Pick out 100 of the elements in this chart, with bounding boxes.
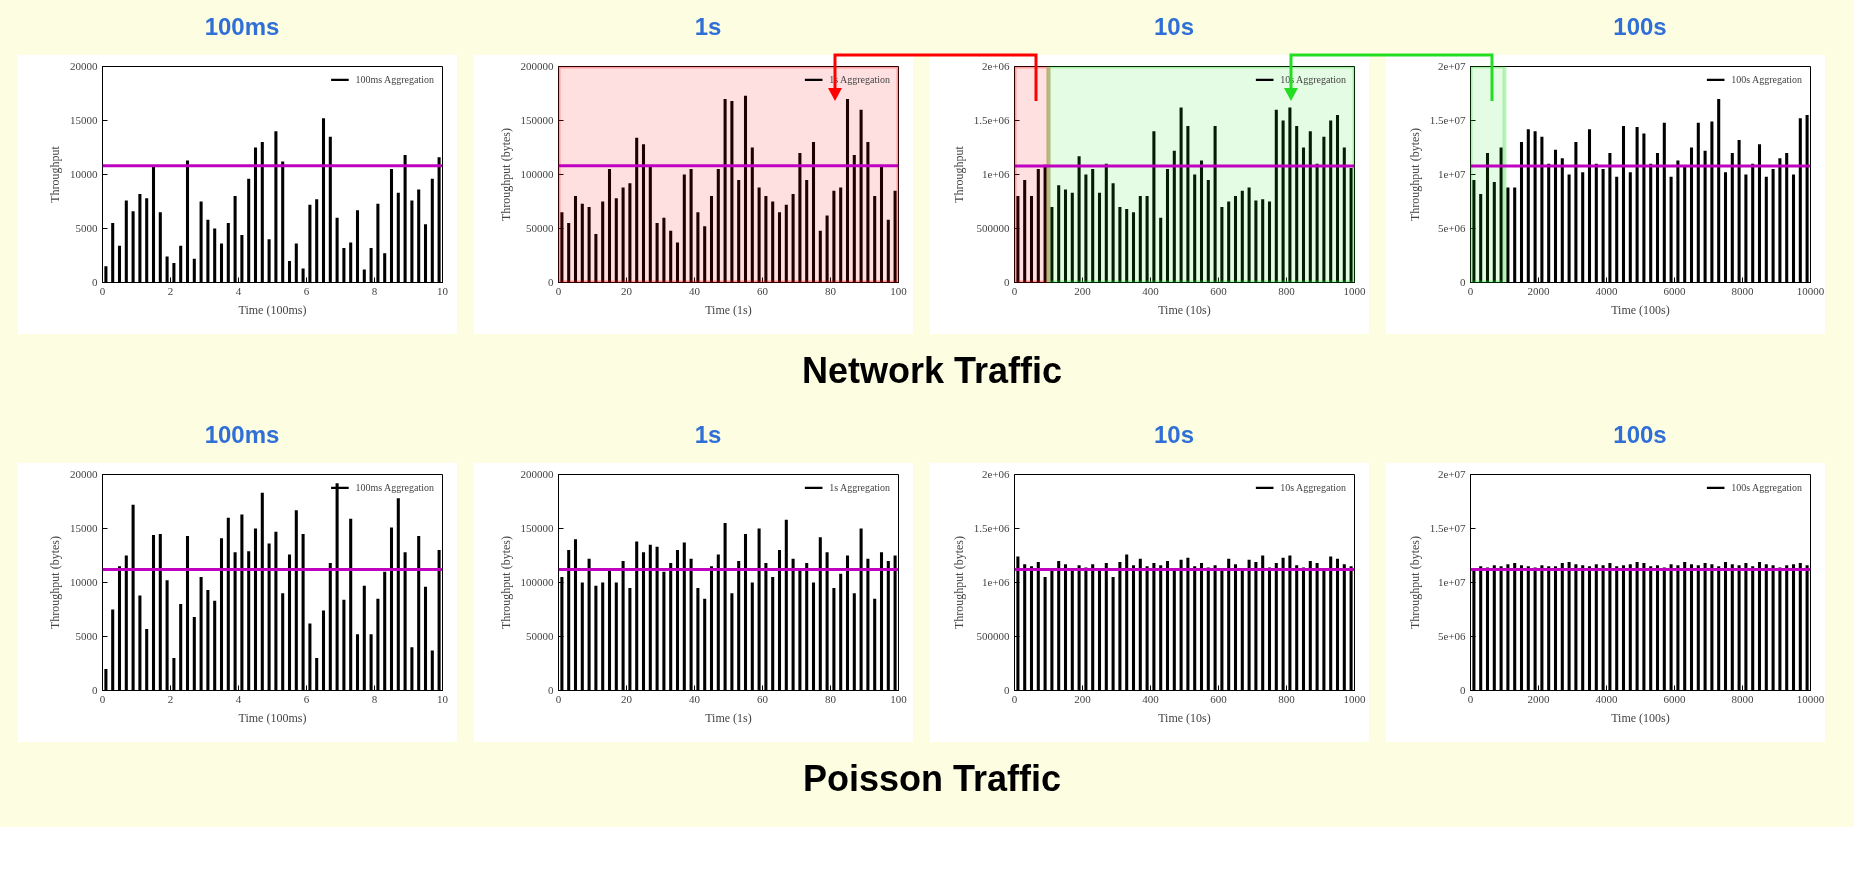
y-axis-title: Throughput	[48, 145, 62, 203]
bar	[743, 533, 748, 691]
bar	[791, 558, 795, 691]
bar	[355, 634, 360, 691]
bar	[798, 152, 802, 283]
bar	[410, 200, 414, 283]
bar	[185, 160, 190, 283]
bar	[1492, 182, 1496, 283]
bar	[274, 531, 278, 691]
bar	[771, 577, 775, 691]
x-tick-label: 2000	[1527, 692, 1550, 705]
bar	[1764, 176, 1768, 283]
bar	[573, 539, 578, 691]
bar	[805, 179, 809, 283]
bar	[1254, 200, 1258, 283]
bar	[267, 239, 271, 283]
bar	[1553, 149, 1558, 283]
y-axis-title: Throughput (bytes)	[951, 536, 966, 629]
bar	[389, 527, 394, 691]
y-tick-label: 0	[92, 684, 98, 696]
bar	[226, 223, 230, 283]
bar	[1567, 174, 1571, 283]
bar	[1696, 122, 1700, 283]
y-tick-label: 150000	[520, 522, 554, 534]
bar	[784, 204, 788, 283]
bar	[1111, 183, 1115, 283]
bar	[1138, 196, 1142, 283]
bar	[206, 590, 210, 691]
bar	[1308, 131, 1312, 283]
y-tick-label: 2e+06	[981, 468, 1010, 480]
bar	[594, 585, 598, 691]
bar	[1097, 192, 1102, 283]
bar	[1342, 147, 1346, 283]
bar	[1329, 120, 1333, 283]
bar	[567, 223, 571, 283]
x-tick-label: 400	[1142, 284, 1160, 297]
bar	[573, 196, 578, 283]
bar	[1199, 160, 1204, 283]
bar	[281, 593, 285, 691]
bar	[1029, 196, 1034, 283]
bar	[594, 233, 598, 283]
y-tick-label: 1e+06	[981, 168, 1010, 180]
bar	[362, 585, 366, 691]
bar	[423, 586, 428, 691]
bar	[587, 558, 591, 691]
y-tick-label: 150000	[520, 114, 554, 126]
bar	[1683, 165, 1687, 283]
x-tick-label: 4	[235, 692, 242, 705]
y-tick-label: 1.5e+06	[973, 114, 1010, 126]
bar	[1649, 163, 1653, 283]
bar	[117, 245, 122, 283]
bar	[1615, 176, 1619, 283]
bar	[1104, 163, 1108, 283]
x-tick-label: 2000	[1527, 284, 1550, 297]
bar	[151, 165, 156, 283]
legend-label: 100s Aggregation	[1731, 74, 1802, 85]
bar	[567, 550, 571, 691]
bar	[1295, 125, 1299, 283]
bar	[1227, 201, 1231, 283]
bar	[1655, 152, 1660, 283]
x-tick-label: 4	[235, 284, 242, 297]
chart-title: 10s	[1153, 420, 1195, 450]
x-tick-label: 800	[1278, 284, 1296, 297]
legend-label: 100ms Aggregation	[355, 482, 434, 493]
chart-title: 1s	[694, 12, 722, 42]
bar	[1186, 125, 1190, 283]
bar	[709, 196, 714, 283]
bar	[1023, 179, 1027, 283]
bar	[655, 546, 659, 691]
bar	[219, 243, 224, 283]
bar	[1063, 189, 1068, 283]
x-tick-label: 10	[437, 692, 449, 705]
bar	[417, 536, 421, 691]
y-tick-label: 200000	[520, 468, 554, 480]
bar	[811, 582, 816, 691]
bar	[1335, 115, 1340, 283]
bar	[859, 109, 863, 283]
bar	[192, 258, 196, 283]
bar	[1057, 185, 1061, 283]
bar	[750, 147, 754, 283]
bar	[1261, 199, 1265, 283]
chart-title: 100ms	[204, 12, 280, 42]
bar	[635, 541, 639, 691]
bar	[179, 245, 183, 283]
bar	[682, 174, 686, 283]
bar	[281, 161, 285, 283]
bar	[1587, 129, 1592, 283]
bar	[1642, 133, 1646, 283]
bar	[1125, 209, 1129, 283]
bar	[253, 528, 258, 691]
bar	[1322, 136, 1326, 283]
bar	[730, 101, 734, 283]
x-tick-label: 8	[371, 692, 378, 705]
bar	[247, 551, 251, 691]
y-tick-label: 1.5e+07	[1429, 522, 1466, 534]
bar	[294, 510, 298, 691]
x-tick-label: 2	[167, 284, 174, 297]
bar	[777, 212, 782, 283]
bar	[1628, 172, 1632, 283]
bar	[403, 155, 407, 283]
